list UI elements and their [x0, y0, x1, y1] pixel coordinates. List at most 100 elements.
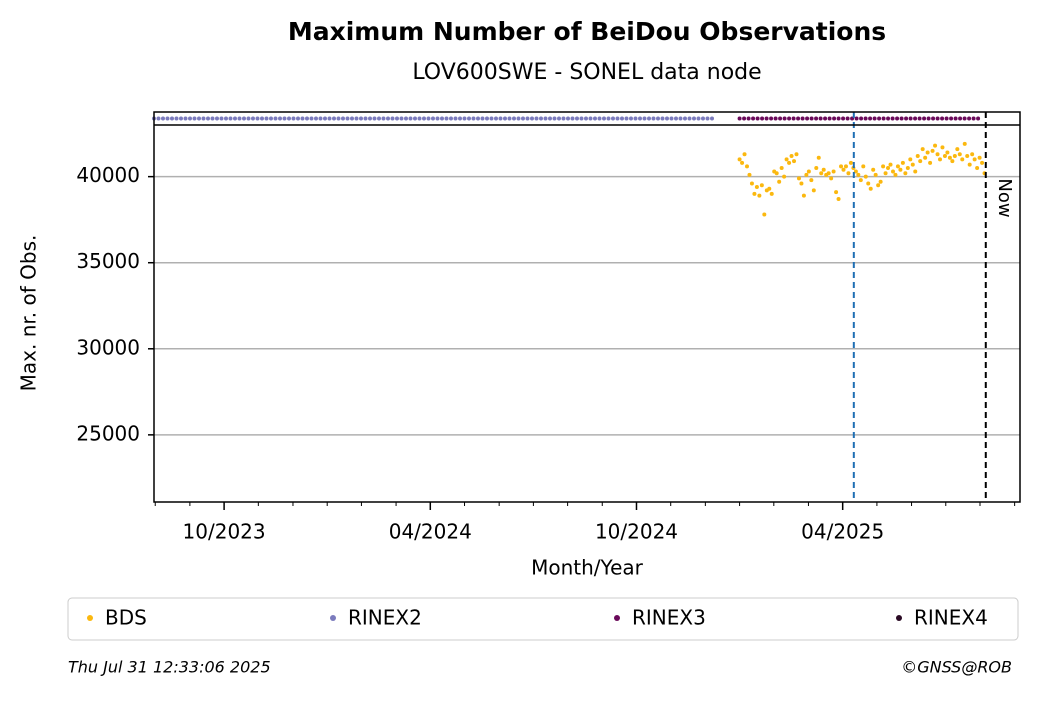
data-point — [952, 153, 957, 158]
legend-marker — [896, 615, 902, 621]
data-point — [878, 179, 883, 184]
x-tick-label: 04/2025 — [801, 520, 884, 544]
y-tick-label: 40000 — [76, 163, 140, 187]
data-point — [784, 157, 789, 162]
data-point — [769, 191, 774, 196]
data-point — [799, 181, 804, 186]
legend-label: BDS — [105, 606, 147, 630]
data-point — [804, 172, 809, 177]
data-point — [881, 164, 886, 169]
data-point — [947, 155, 952, 160]
credit: ©GNSS@ROB — [901, 658, 1012, 677]
data-point — [848, 160, 853, 165]
data-point — [890, 169, 895, 174]
data-point — [742, 152, 747, 157]
chart-subtitle: LOV600SWE - SONEL data node — [412, 60, 761, 85]
plot-frame — [153, 111, 1021, 503]
data-point — [826, 171, 831, 176]
x-axis-label: Month/Year — [531, 556, 644, 580]
timestamp: Thu Jul 31 12:33:06 2025 — [68, 658, 271, 677]
legend-label: RINEX4 — [914, 606, 988, 630]
data-point — [745, 164, 750, 169]
data-point — [809, 178, 814, 183]
data-point — [747, 172, 752, 177]
data-point — [801, 193, 806, 198]
data-point — [749, 181, 754, 186]
data-point — [767, 186, 772, 191]
data-point — [962, 141, 967, 146]
data-point — [737, 157, 742, 162]
data-point — [839, 164, 844, 169]
data-point — [863, 174, 868, 179]
data-point — [841, 167, 846, 172]
data-point — [933, 143, 938, 148]
data-point — [757, 193, 762, 198]
data-point — [883, 171, 888, 176]
data-point — [774, 171, 779, 176]
data-point — [861, 164, 866, 169]
data-point — [913, 169, 918, 174]
data-point — [866, 181, 871, 186]
data-point — [965, 153, 970, 158]
data-point — [955, 147, 960, 152]
data-point — [895, 164, 900, 169]
legend-box — [67, 597, 1019, 641]
data-point — [910, 162, 915, 167]
data-point — [930, 148, 935, 153]
data-point — [923, 155, 928, 160]
legend-marker — [330, 615, 336, 621]
data-point — [957, 152, 962, 157]
chart-title: Maximum Number of BeiDou Observations — [288, 17, 886, 46]
data-point — [754, 184, 759, 189]
data-point — [836, 197, 841, 202]
data-point — [789, 153, 794, 158]
data-point — [915, 153, 920, 158]
data-point — [970, 152, 975, 157]
data-point — [856, 172, 861, 177]
data-point — [920, 147, 925, 152]
data-point — [928, 160, 933, 165]
data-point — [888, 162, 893, 167]
data-point — [819, 171, 824, 176]
data-point — [759, 183, 764, 188]
data-point — [886, 166, 891, 171]
data-point — [905, 166, 910, 171]
data-point — [925, 150, 930, 155]
data-point — [935, 152, 940, 157]
x-tick-label: 10/2023 — [183, 520, 266, 544]
data-point — [900, 160, 905, 165]
data-point — [908, 157, 913, 162]
data-point — [762, 212, 767, 217]
data-point — [980, 160, 985, 165]
y-axis-label: Max. nr. of Obs. — [17, 235, 41, 392]
data-point — [843, 164, 848, 169]
data-point — [945, 150, 950, 155]
data-point — [942, 153, 947, 158]
data-point — [740, 160, 745, 165]
data-point — [811, 188, 816, 193]
data-point — [903, 171, 908, 176]
y-tick-label: 30000 — [76, 335, 140, 359]
data-point — [853, 169, 858, 174]
data-point — [977, 155, 982, 160]
legend-label: RINEX3 — [632, 606, 706, 630]
data-point — [940, 145, 945, 150]
data-point — [792, 159, 797, 164]
data-point — [876, 183, 881, 188]
data-point — [782, 174, 787, 179]
reference-label: Now — [994, 178, 1015, 217]
legend-marker — [614, 615, 620, 621]
data-point — [814, 166, 819, 171]
data-point — [779, 166, 784, 171]
y-tick-label: 25000 — [76, 421, 140, 445]
data-point — [975, 166, 980, 171]
data-point — [831, 169, 836, 174]
data-point — [858, 178, 863, 183]
data-point — [871, 167, 876, 172]
legend-label: RINEX2 — [348, 606, 422, 630]
data-point — [777, 179, 782, 184]
data-point — [829, 176, 834, 181]
data-point — [868, 186, 873, 191]
data-point — [950, 159, 955, 164]
